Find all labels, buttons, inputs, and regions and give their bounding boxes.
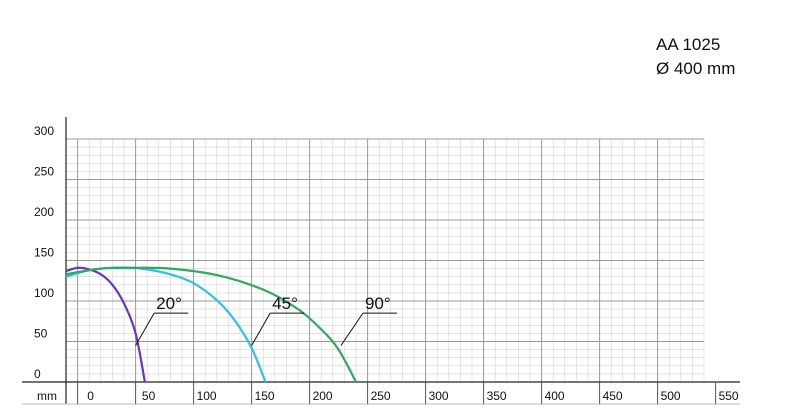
curve-annotations: 20° 45° 90° [135,294,397,346]
x-tick-label: 50 [142,389,156,403]
x-tick-label: 200 [313,389,333,403]
annotation-leader [251,312,271,346]
y-tick-label: 100 [34,286,54,300]
x-tick-label: 400 [545,389,565,403]
curves [65,266,357,383]
curve-1 [65,266,146,383]
curve-label: 90° [365,294,391,313]
major-grid [66,138,704,383]
y-tick-label: 50 [34,327,48,341]
y-tick-label: 200 [34,205,54,219]
x-tick-label: 300 [429,389,449,403]
x-tick-label: 500 [661,389,681,403]
x-tick-label: 150 [255,389,275,403]
product-diameter: Ø 400 mm [656,59,735,78]
tick-labels: 0 50 100 150 200 250 300 mm 0 50 100 150 200 250 300 35… [34,124,739,404]
x-tick-label: 250 [371,389,391,403]
x-tick-label: 450 [603,389,623,403]
y-tick-label: 0 [34,367,41,381]
annotation-leader [135,312,155,346]
curve-label: 20° [156,294,182,313]
x-tick-label: 350 [487,389,507,403]
axes [22,117,740,405]
x-unit-label: mm [37,389,57,403]
curve-3 [65,266,357,383]
x-tick-label: 100 [197,389,217,403]
y-tick-label: 250 [34,165,54,179]
product-model: AA 1025 [656,35,720,54]
x-tick-label: 550 [719,389,739,403]
y-tick-label: 150 [34,246,54,260]
annotation-leader [340,312,364,346]
x-tick-label: 0 [87,389,94,403]
y-tick-label: 300 [34,124,54,138]
curve-label: 45° [272,294,298,313]
